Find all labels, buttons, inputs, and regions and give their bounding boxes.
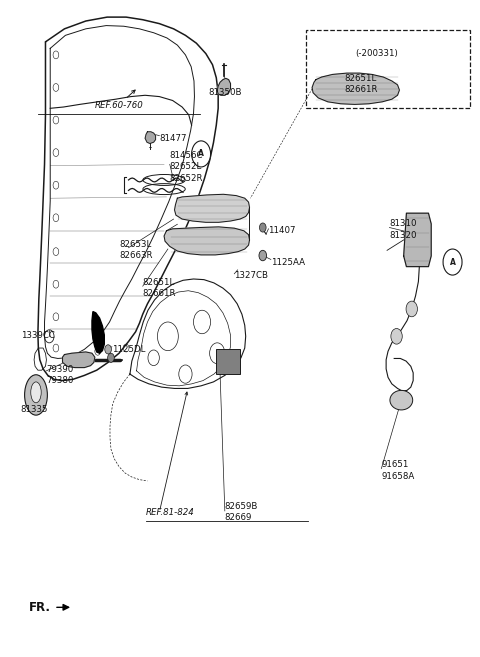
Polygon shape: [164, 227, 250, 255]
Text: 1339CC: 1339CC: [21, 330, 55, 340]
Text: 1125DL: 1125DL: [112, 345, 145, 354]
Ellipse shape: [390, 390, 413, 410]
Ellipse shape: [24, 374, 48, 415]
Text: A: A: [450, 258, 456, 267]
Text: 81477: 81477: [159, 134, 187, 143]
Circle shape: [406, 301, 418, 317]
Circle shape: [443, 249, 462, 275]
Text: 1125AA: 1125AA: [271, 258, 305, 267]
Text: REF.81-824: REF.81-824: [146, 508, 195, 516]
Text: (-200331): (-200331): [355, 49, 397, 58]
Circle shape: [391, 328, 402, 344]
Polygon shape: [145, 132, 156, 143]
Text: A: A: [198, 149, 204, 158]
Polygon shape: [312, 73, 399, 104]
Text: 11407: 11407: [268, 226, 296, 235]
Text: 81310
81320: 81310 81320: [389, 219, 417, 240]
Circle shape: [259, 250, 266, 261]
Circle shape: [192, 141, 211, 167]
Bar: [216, 350, 240, 374]
Text: 82651L
82661R: 82651L 82661R: [344, 74, 378, 94]
Text: 81456C
82652L
82652R: 81456C 82652L 82652R: [170, 151, 204, 183]
Text: 81335: 81335: [21, 405, 48, 415]
Polygon shape: [217, 78, 230, 95]
Text: 91651
91658A: 91651 91658A: [382, 461, 415, 480]
Text: 79390
79380: 79390 79380: [47, 365, 74, 386]
Polygon shape: [404, 213, 431, 267]
Polygon shape: [175, 194, 250, 222]
Text: 1327CB: 1327CB: [234, 271, 268, 280]
Text: FR.: FR.: [29, 600, 51, 614]
Bar: [306, 30, 470, 108]
Text: REF.60-760: REF.60-760: [95, 101, 144, 110]
Circle shape: [105, 345, 111, 354]
Polygon shape: [62, 352, 95, 367]
Circle shape: [108, 353, 114, 363]
Text: 82653L
82663R: 82653L 82663R: [119, 240, 153, 260]
Circle shape: [260, 223, 266, 232]
Text: 81350B: 81350B: [208, 88, 241, 97]
Polygon shape: [92, 311, 104, 353]
Text: 82659B
82669: 82659B 82669: [225, 502, 258, 522]
Ellipse shape: [31, 382, 41, 403]
Text: 82651L
82661R: 82651L 82661R: [143, 278, 176, 298]
